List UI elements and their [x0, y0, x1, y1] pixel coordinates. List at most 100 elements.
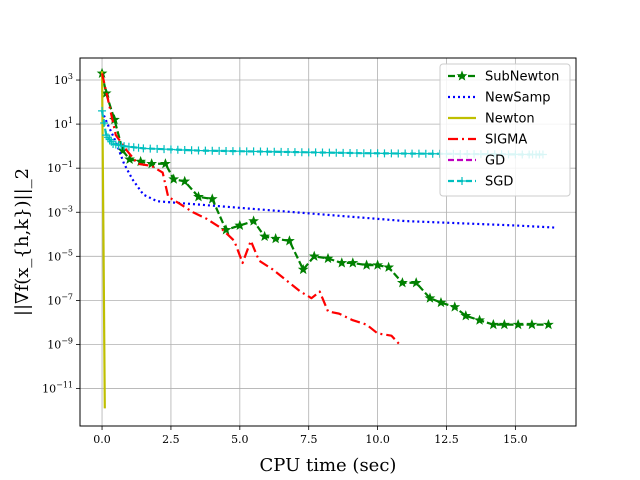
legend-marker-subnewton [456, 70, 468, 81]
data-point-subnewton [322, 252, 334, 264]
data-point-subnewton [193, 191, 204, 202]
data-point-sgd [318, 148, 327, 157]
data-point-subnewton [424, 292, 436, 303]
data-point-subnewton [543, 318, 554, 330]
x-tick-label: 0.0 [93, 433, 111, 446]
data-point-sgd [366, 149, 375, 158]
legend-label-newsamp: NewSamp [485, 91, 551, 106]
data-point-sgd [408, 149, 417, 158]
y-tick-label: 10−9 [47, 336, 73, 351]
legend-item-newton: Newton [448, 112, 535, 127]
data-point-sgd [359, 149, 368, 158]
axes-frame [79, 57, 577, 427]
y-axis-label: ||∇f(x_{h,k})||_2 [12, 168, 33, 316]
data-point-subnewton [146, 158, 158, 169]
data-point-subnewton [526, 318, 538, 330]
data-point-subnewton [124, 153, 135, 164]
data-point-sgd [380, 149, 389, 158]
x-axis-ticks: 0.0 2.5 5.0 7.5 10.0 12.5 15.0 [93, 426, 528, 446]
legend-label-subnewton: SubNewton [485, 70, 559, 85]
data-point-subnewton [397, 277, 408, 288]
data-point-subnewton [460, 310, 472, 321]
data-point-sgd [160, 145, 169, 154]
y-tick-label: 10−5 [47, 248, 73, 263]
data-point-sgd [98, 106, 107, 115]
data-point-sgd [346, 148, 355, 157]
data-point-subnewton [474, 314, 485, 325]
data-point-sgd [215, 146, 224, 155]
legend-marker-sgd [458, 177, 466, 185]
data-point-subnewton [308, 250, 320, 261]
data-point-subnewton [206, 193, 218, 204]
data-point-sgd [332, 148, 341, 157]
y-tick-exponent: −3 [61, 204, 73, 213]
series-newton [100, 71, 106, 409]
data-point-sgd [235, 147, 244, 156]
legend-label-sigma: SIGMA [485, 133, 527, 148]
legend-item-sigma: SIGMA [448, 133, 527, 148]
data-point-sgd [139, 144, 148, 153]
data-point-subnewton [297, 263, 309, 275]
data-point-sgd [421, 149, 430, 158]
legend: SubNewton NewSamp Newton SIGMA GD SGD [439, 63, 571, 197]
data-point-subnewton [336, 257, 348, 268]
legend-box [439, 63, 571, 197]
series-line-sigma [100, 73, 401, 346]
data-point-sgd [180, 146, 189, 154]
data-point-sgd [166, 145, 175, 154]
data-point-subnewton [487, 318, 499, 330]
series-sigma [100, 73, 401, 346]
y-tick-exponent: −7 [61, 292, 73, 301]
data-point-subnewton [270, 233, 282, 244]
legend-label-gd: GD [485, 154, 505, 169]
legend-item-sgd: SGD [448, 175, 513, 190]
data-point-subnewton [234, 219, 246, 231]
data-point-subnewton [179, 175, 191, 186]
data-point-subnewton [284, 235, 295, 246]
data-point-subnewton [347, 257, 359, 268]
y-tick-label: 103 [54, 72, 73, 87]
data-point-sgd [277, 147, 286, 156]
legend-label-sgd: SGD [485, 175, 513, 190]
y-tick-label: 10−3 [47, 204, 73, 219]
data-point-sgd [414, 149, 423, 158]
data-point-sgd [153, 144, 162, 153]
x-tick-label: 2.5 [162, 433, 180, 446]
x-tick-label: 7.5 [300, 433, 318, 446]
data-point-subnewton [512, 318, 524, 330]
data-point-subnewton [383, 261, 395, 272]
data-point-sgd [387, 149, 396, 158]
data-point-sgd [373, 149, 382, 158]
x-tick-label: 12.5 [434, 433, 459, 446]
y-tick-exponent: −1 [61, 160, 73, 169]
data-point-sgd [242, 147, 251, 156]
data-point-sgd [428, 149, 437, 158]
data-point-sgd [187, 146, 196, 155]
data-point-sgd [228, 147, 237, 156]
y-tick-label: 10−11 [42, 381, 73, 396]
data-point-sgd [146, 144, 155, 153]
data-point-subnewton [449, 301, 461, 312]
data-point-sgd [304, 148, 313, 157]
data-point-sgd [311, 148, 320, 157]
y-tick-label: 10−1 [47, 160, 73, 175]
x-tick-label: 10.0 [365, 433, 390, 446]
legend-label-newton: Newton [485, 112, 535, 127]
y-axis-ticks: 103 101 10−1 10−3 10−5 10−7 10−9 10−11 [42, 72, 80, 396]
y-tick-exponent: 1 [68, 116, 73, 125]
data-point-sgd [256, 147, 265, 156]
data-point-sgd [208, 146, 217, 155]
x-axis-label: CPU time (sec) [260, 455, 397, 476]
data-point-sgd [339, 148, 348, 157]
data-point-subnewton [259, 230, 271, 242]
legend-item-newsamp: NewSamp [448, 91, 551, 106]
data-point-sgd [100, 119, 109, 128]
y-tick-exponent: −5 [61, 248, 73, 257]
data-point-sgd [222, 146, 231, 155]
data-point-sgd [394, 149, 403, 158]
series-layer [96, 67, 557, 409]
data-point-sgd [173, 145, 182, 154]
x-tick-label: 5.0 [231, 433, 249, 446]
y-tick-label: 101 [54, 116, 73, 131]
